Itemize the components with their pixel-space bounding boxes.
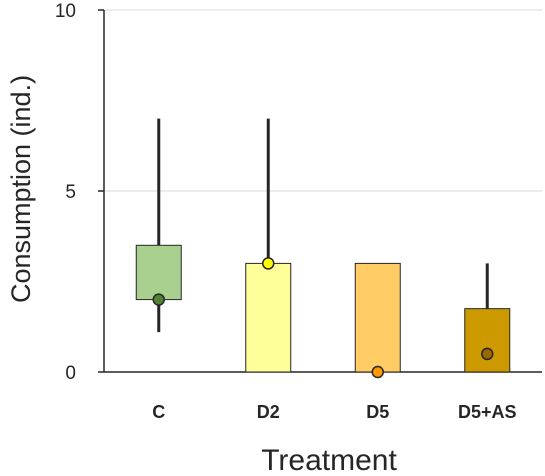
box — [135, 244, 182, 301]
y-tick-label: 0 — [65, 363, 76, 384]
x-axis-title: Treatment — [261, 444, 397, 476]
median-marker — [481, 347, 494, 361]
box — [245, 262, 292, 373]
y-tick-label: 10 — [55, 1, 76, 22]
x-tick-label: D2 — [257, 402, 280, 422]
x-tick-label: D5 — [366, 402, 389, 422]
y-axis-title: Consumption (ind.) — [6, 75, 36, 303]
box-group-d5 — [354, 262, 401, 379]
box — [464, 308, 511, 373]
box-group-c — [135, 118, 182, 333]
median-marker — [152, 293, 165, 306]
x-tick-label: D5+AS — [458, 402, 517, 422]
box-group-d5-as — [464, 263, 511, 373]
y-tick-label: 5 — [65, 182, 76, 203]
box — [354, 262, 401, 373]
box-group-d2 — [245, 118, 292, 373]
x-tick-label: C — [152, 402, 165, 422]
median-marker — [262, 257, 275, 270]
median-marker — [371, 365, 384, 379]
